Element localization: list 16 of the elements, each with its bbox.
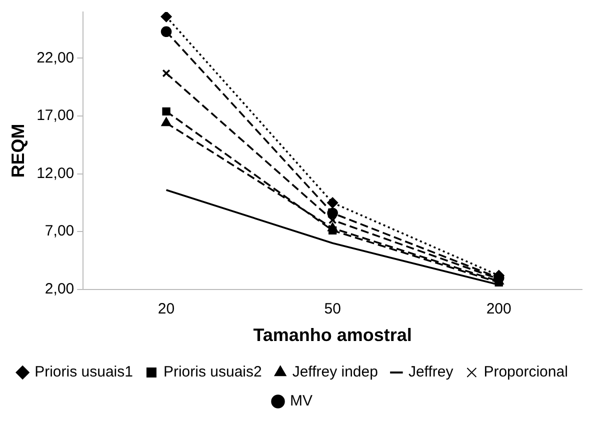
y-tick-label: 22,00 [36, 49, 74, 66]
legend-label: Proporcional [484, 364, 568, 381]
y-tick-label: 17,00 [36, 107, 74, 124]
x-tick-label: 200 [486, 300, 512, 318]
y-tick-label: 7,00 [44, 222, 74, 240]
y-axis-title: REQM [8, 124, 28, 178]
y-tick-label: 2,00 [44, 280, 74, 298]
legend-label: Prioris usuais2 [163, 364, 262, 381]
x-axis-title: Tamanho amostral [253, 325, 412, 346]
legend-label: Jeffrey indep [292, 364, 378, 381]
legend-label: Prioris usuais1 [34, 364, 133, 381]
x-tick-label: 50 [324, 300, 341, 318]
y-tick-label: 12,00 [36, 164, 74, 182]
legend-label: MV [290, 392, 312, 410]
x-tick-label: 20 [158, 300, 175, 318]
legend-label: Jeffrey [408, 364, 454, 381]
